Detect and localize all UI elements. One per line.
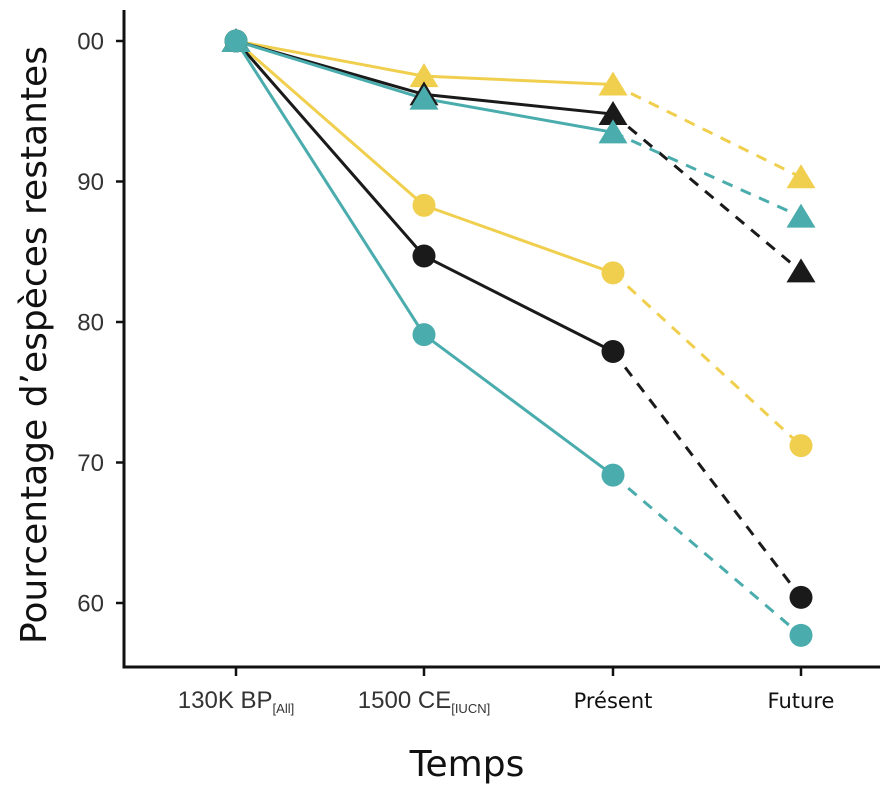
x-tick-label-3: Future: [768, 689, 835, 713]
series-4-point-1: [412, 244, 436, 268]
x-axis-title: Temps: [409, 744, 525, 785]
series-3-point-2: [601, 261, 625, 285]
series-1-point-2: [598, 101, 628, 126]
series-2-point-3: [786, 203, 816, 228]
series-3-point-3: [789, 434, 813, 458]
series-0-segment-2: [612, 83, 802, 179]
x-tick-label-1: 1500 CE[IUCN]: [358, 687, 490, 716]
series-3-segment-2: [611, 271, 803, 447]
series-4-segment-0: [234, 40, 426, 257]
series-0-segment-0: [235, 39, 425, 78]
series-0-point-1: [409, 63, 439, 88]
series-2-segment-0: [235, 39, 425, 101]
series-3-segment-1: [423, 203, 614, 275]
series-3-point-1: [412, 193, 436, 217]
series-1-segment-2: [612, 112, 802, 273]
y-tick-label-4: 00: [77, 29, 104, 56]
series-5-point-0: [224, 29, 248, 53]
series-4-segment-1: [423, 254, 614, 353]
series-5-point-3: [789, 623, 813, 647]
series-1-segment-1: [423, 92, 614, 116]
series-0-point-3: [786, 164, 816, 189]
y-tick-label-2: 80: [77, 310, 104, 337]
series-4-point-2: [601, 340, 625, 364]
y-axis-ticks: 60 70 80 90 00: [77, 29, 124, 618]
series-5-segment-1: [423, 333, 614, 477]
series-0-point-2: [598, 71, 628, 96]
series-4-point-3: [789, 585, 813, 609]
series-2-point-2: [598, 119, 628, 144]
x-tick-label-0: 130K BP[All]: [178, 687, 294, 716]
series-4-segment-2: [611, 350, 803, 599]
x-tick-label-2: Présent: [574, 689, 653, 713]
series-2-segment-1: [423, 97, 614, 134]
series-5-segment-2: [612, 474, 802, 637]
series-markers: [221, 28, 816, 647]
series-1-point-3: [786, 258, 816, 283]
y-tick-label-0: 60: [77, 591, 104, 618]
series-5-point-2: [601, 463, 625, 487]
series-2-segment-2: [612, 130, 802, 218]
x-axis-ticks: 130K BP[All] 1500 CE[IUCN] Présent Future: [178, 667, 835, 716]
y-axis-title: Pourcentage d’espèces restantes: [14, 46, 55, 644]
series-5-segment-0: [234, 40, 426, 336]
y-tick-label-1: 70: [77, 450, 104, 477]
series-0-segment-1: [423, 74, 614, 87]
series-5-point-1: [412, 323, 436, 347]
series-2-point-1: [409, 85, 439, 110]
series-3-segment-0: [235, 39, 425, 207]
y-tick-label-3: 90: [77, 169, 104, 196]
series-lines: [234, 39, 803, 637]
